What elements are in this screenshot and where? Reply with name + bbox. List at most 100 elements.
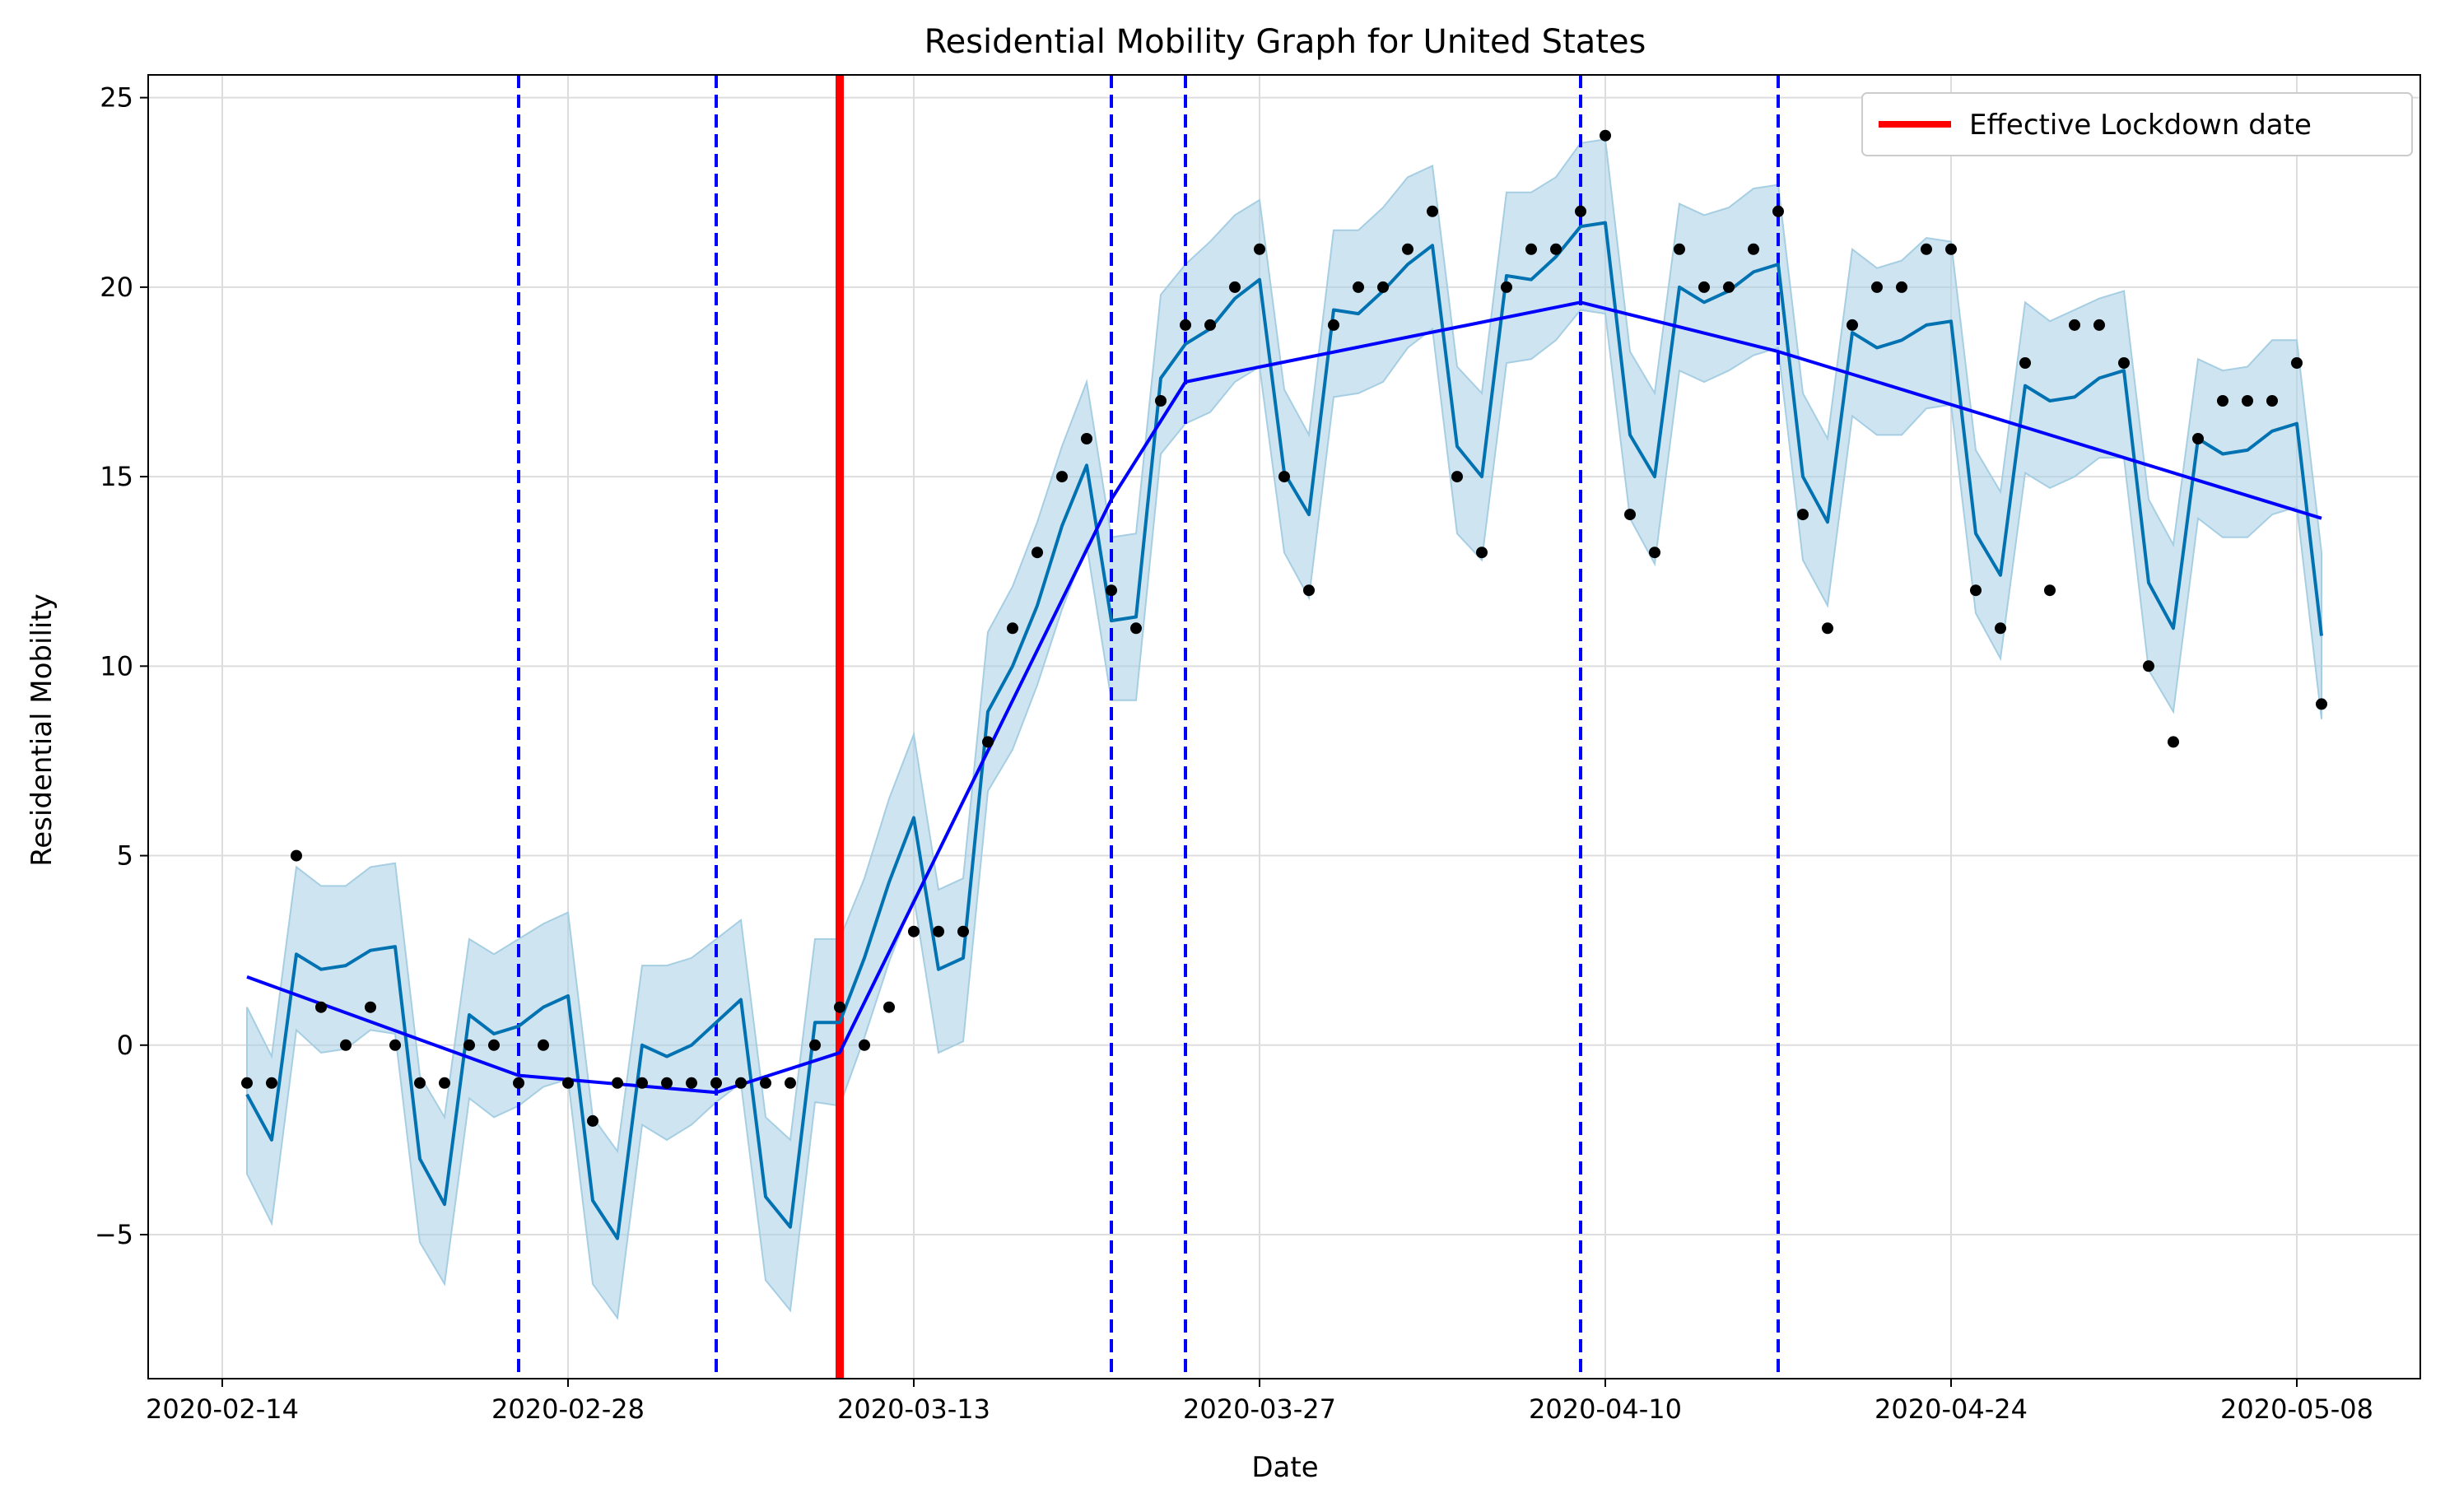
observed-point [2069,319,2080,331]
observed-point [686,1077,697,1089]
observed-point [957,925,969,937]
observed-point [1155,395,1167,407]
observed-point [1278,471,1290,483]
observed-point [1303,584,1315,597]
observed-points-layer [241,129,2327,1127]
observed-point [982,736,994,748]
y-tick-label: 25 [100,82,133,114]
observed-point [1748,243,1759,255]
observed-point [760,1077,771,1089]
uncertainty-band-layer [246,138,2322,1320]
observed-point [2168,736,2179,748]
observed-point [2044,584,2056,597]
y-tick-label: 10 [100,650,133,682]
observed-point [1254,243,1265,255]
y-tick-label: 20 [100,272,133,303]
observed-point [1550,243,1562,255]
observed-point [1970,584,1982,597]
observed-point [2316,698,2327,710]
observed-point [2266,395,2278,407]
observed-point [439,1077,450,1089]
observed-point [1600,129,1611,142]
x-tick-label: 2020-02-28 [491,1393,645,1425]
observed-point [809,1039,821,1051]
observed-point [1847,319,1858,331]
observed-point [1501,281,1512,293]
axes-frame [147,74,2421,1379]
observed-point [834,1001,845,1013]
legend-lockdown-label: Effective Lockdown date [1969,109,2312,142]
observed-point [1451,471,1463,483]
observed-point [785,1077,796,1089]
observed-point [1945,243,1957,255]
observed-point [2217,395,2228,407]
observed-point [1995,622,2006,635]
observed-point [1130,622,1142,635]
observed-point [1772,205,1784,217]
observed-point [1328,319,1339,331]
observed-point [636,1077,648,1089]
x-tick-label: 2020-04-24 [1874,1393,2028,1425]
y-axis-label: Residential Mobility [26,593,58,867]
observed-point [2019,357,2031,369]
observed-point [587,1114,598,1127]
observed-point [266,1077,277,1089]
observed-point [1427,205,1438,217]
observed-point [1797,509,1809,521]
observed-point [463,1039,475,1051]
uncertainty-band [246,138,2322,1320]
observed-point [883,1001,895,1013]
observed-point [859,1039,870,1051]
observed-point [1723,281,1735,293]
y-tick-label: 15 [100,461,133,492]
axes-layer: 2020-02-14 2020-02-28 2020-03-13 2020-03-27… [95,74,2421,1425]
observed-point [612,1077,623,1089]
observed-point [1229,281,1241,293]
observed-point [1921,243,1932,255]
observed-point [710,1077,722,1089]
observed-point [365,1001,376,1013]
x-tick-label: 2020-03-13 [837,1393,990,1425]
observed-point [2242,395,2253,407]
x-axis-label: Date [1251,1451,1318,1484]
observed-point [2118,357,2130,369]
observed-point [538,1039,549,1051]
observed-point [2093,319,2105,331]
observed-point [1476,547,1488,559]
observed-point [1525,243,1537,255]
x-tick-label: 2020-03-27 [1183,1393,1336,1425]
observed-point [1674,243,1685,255]
observed-point [488,1039,500,1051]
y-tick-label: 0 [117,1030,133,1061]
observed-point [1032,547,1043,559]
y-tick-label: −5 [95,1219,133,1250]
observed-point [1871,281,1883,293]
observed-point [933,925,944,937]
chart-title: Residential Mobility Graph for United St… [924,23,1646,61]
observed-point [735,1077,747,1089]
observed-point [1698,281,1710,293]
observed-point [2291,357,2303,369]
observed-point [562,1077,574,1089]
observed-point [291,849,302,862]
legend-box [1861,92,2413,156]
legend: Effective Lockdown date [1861,92,2413,156]
observed-point [1624,509,1636,521]
observed-point [1353,281,1364,293]
trend-line [246,300,2322,1095]
observed-point [1377,281,1389,293]
observed-point [1649,547,1660,559]
observed-point [414,1077,426,1089]
x-tick-label: 2020-05-08 [2220,1393,2373,1425]
y-tick-label: 5 [117,840,133,872]
x-tick-label: 2020-02-14 [146,1393,299,1425]
observed-point [2143,660,2154,672]
observed-point [908,925,920,937]
observed-point [661,1077,673,1089]
observed-point [1575,205,1586,217]
observed-point [1204,319,1216,331]
observed-point [241,1077,253,1089]
